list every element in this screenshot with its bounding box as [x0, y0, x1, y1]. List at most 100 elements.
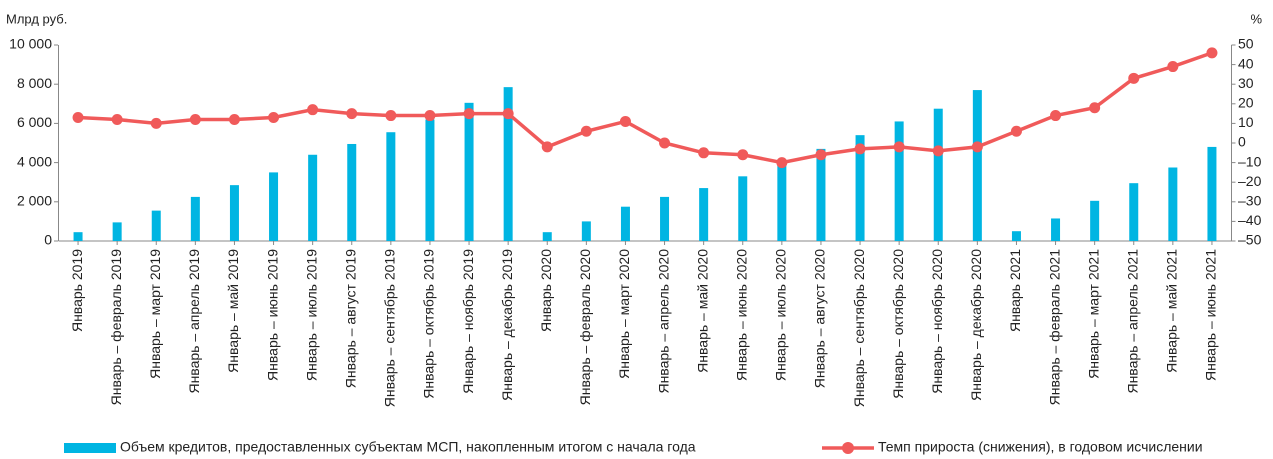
marker	[1089, 102, 1101, 114]
marker	[111, 113, 123, 125]
line	[77, 51, 1213, 165]
bar	[1207, 146, 1217, 241]
x-tick-label: Январь – февраль 2019	[108, 249, 124, 406]
marker	[737, 149, 749, 161]
bar	[972, 90, 982, 241]
marker	[1050, 110, 1062, 122]
x-tick-label: Январь – октябрь 2019	[421, 249, 437, 399]
x-tick-label: Январь – август 2019	[342, 249, 358, 388]
marker	[189, 113, 201, 125]
bar	[112, 222, 122, 241]
bar	[660, 196, 670, 241]
bar	[151, 210, 161, 241]
y-tick-label: 2 000	[17, 193, 52, 209]
x-tick-label: Январь – март 2019	[147, 249, 163, 379]
x-tick-label: Январь – май 2021	[1164, 249, 1180, 373]
marker	[815, 149, 827, 161]
bar	[933, 108, 943, 241]
marker	[385, 110, 397, 122]
y-tick-label: 6 000	[17, 114, 52, 130]
x-tick-label: Январь – февраль 2020	[577, 249, 593, 406]
x-tick-label: Январь – ноябрь 2019	[460, 249, 476, 394]
x-tick-label: Январь – декабрь 2019	[499, 249, 515, 401]
marker	[932, 145, 944, 157]
bar	[620, 206, 630, 241]
marker	[698, 147, 710, 159]
y2-tick-label: –20	[1238, 173, 1262, 189]
y2-tick-label: 20	[1238, 95, 1254, 111]
marker	[463, 108, 475, 120]
bar	[1129, 183, 1139, 241]
y2-tick-label: 50	[1238, 36, 1254, 52]
marker	[268, 112, 280, 124]
bar	[1090, 200, 1100, 241]
y2-axis-label: %	[1250, 11, 1262, 26]
y-tick-label: 8 000	[17, 75, 52, 91]
x-tick-label: Январь – март 2021	[1085, 249, 1101, 379]
bar	[347, 143, 357, 241]
legend-label: Объем кредитов, предоставленных субъекта…	[120, 439, 696, 455]
y-axis-label: Млрд руб.	[6, 11, 67, 26]
marker	[971, 141, 983, 153]
x-tick-label: Январь – декабрь 2020	[968, 249, 984, 401]
bar	[738, 176, 748, 241]
bar	[894, 121, 904, 241]
marker	[580, 125, 592, 137]
x-tick-label: Январь – апрель 2021	[1124, 249, 1140, 394]
x-tick-label: Январь – сентябрь 2020	[851, 249, 867, 407]
x-tick-label: Январь – июнь 2020	[733, 249, 749, 381]
x-tick-label: Январь – май 2019	[225, 249, 241, 373]
bar	[1051, 218, 1061, 241]
x-tick-label: Январь – ноябрь 2020	[929, 249, 945, 394]
x-tick-label: Январь – март 2020	[616, 249, 632, 379]
marker	[893, 141, 905, 153]
bar	[464, 102, 474, 241]
x-tick-label: Январь – сентябрь 2019	[382, 249, 398, 407]
y2-tick-label: –50	[1238, 232, 1262, 248]
bar	[1011, 231, 1021, 241]
y-tick-label: 10 000	[9, 36, 52, 52]
legend-swatch	[64, 443, 116, 453]
x-tick-label: Январь 2020	[538, 249, 554, 332]
bar	[1168, 167, 1178, 241]
bar	[269, 172, 279, 241]
marker	[659, 137, 671, 149]
x-tick-label: Январь – октябрь 2020	[890, 249, 906, 399]
marker	[1128, 72, 1140, 84]
marker	[854, 143, 866, 155]
bar	[542, 232, 552, 241]
bar	[425, 119, 435, 241]
marker	[72, 112, 84, 124]
y2-tick-label: 40	[1238, 55, 1254, 71]
x-tick-label: Январь – апрель 2020	[655, 249, 671, 394]
bar	[308, 154, 318, 241]
x-tick-label: Январь 2021	[1007, 249, 1023, 332]
x-tick-label: Январь 2019	[69, 249, 85, 332]
legend-swatch	[842, 442, 854, 454]
bar	[229, 185, 239, 241]
marker	[150, 117, 162, 129]
x-tick-label: Январь – февраль 2021	[1046, 249, 1062, 406]
marker	[228, 113, 240, 125]
legend-label: Темп прироста (снижения), в годовом исчи…	[878, 439, 1203, 455]
marker	[1206, 47, 1218, 59]
marker	[541, 141, 553, 153]
y2-tick-label: 30	[1238, 75, 1254, 91]
x-tick-label: Январь – июль 2020	[773, 249, 789, 381]
y2-tick-label: 10	[1238, 114, 1254, 130]
marker	[424, 110, 436, 122]
marker	[346, 108, 358, 120]
bar	[581, 221, 591, 241]
bar	[699, 188, 709, 241]
bar	[386, 132, 396, 241]
x-tick-label: Январь – июнь 2021	[1203, 249, 1219, 381]
x-tick-label: Январь – май 2020	[694, 249, 710, 373]
x-tick-label: Январь – июнь 2019	[264, 249, 280, 381]
y2-tick-label: –40	[1238, 212, 1262, 228]
marker	[776, 157, 788, 169]
bar	[73, 232, 83, 241]
bar	[816, 148, 826, 241]
y2-tick-label: 0	[1238, 134, 1246, 150]
y2-tick-label: –30	[1238, 193, 1262, 209]
